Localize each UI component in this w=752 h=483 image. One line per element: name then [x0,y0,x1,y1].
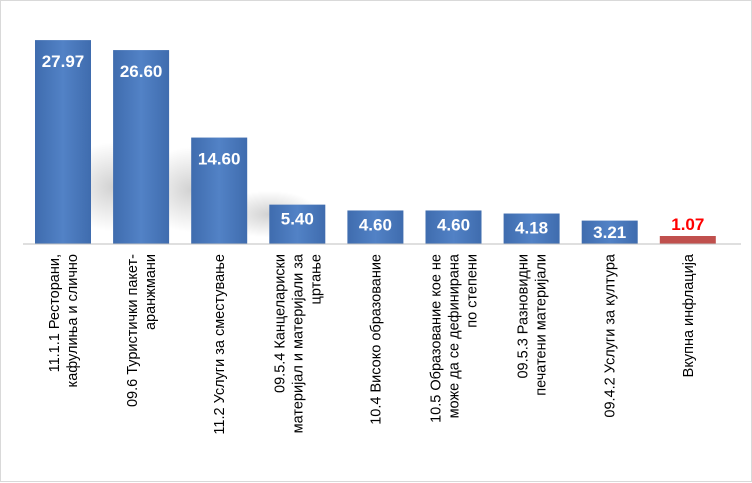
category-label-line: кафулиња и слично [65,254,81,387]
bar [269,204,326,244]
bar [659,236,716,244]
category-label-line: 10.5 Образование кое не [429,254,445,423]
bar-value-label: 4.18 [515,219,548,238]
value-labels: 27.97 26.60 14.60 5.40 4.60 4.60 4.18 3.21 1.07 [42,52,705,242]
bar [35,40,91,245]
category-label-line: Вкупна инфлација [681,253,697,377]
category-label-line: може да се дефинирана [447,253,463,418]
category-label-line: 11.2 Услуги за сместување [212,254,228,435]
bar-value-label: 14.60 [198,150,241,169]
category-label-line: цртање [308,254,324,304]
category-label-line: 11.1.1 Ресторани, [47,254,63,372]
category-label-line: аранжмани [143,254,159,330]
bars [35,40,716,245]
category-label: 11.1.1 Ресторани, кафулиња и слично [47,254,81,387]
category-label-line: 09.6 Туристички пакет- [125,254,141,407]
category-label: 10.4 Високо образование [368,254,384,425]
bar [191,137,248,244]
category-label-line: 09.5.3 Разновидни [516,254,532,379]
category-label-line: 09.5.4 Канцелариски [272,254,288,393]
category-label-line: 10.4 Високо образование [368,254,384,425]
category-label: 11.2 Услуги за сместување [212,254,228,435]
category-label: 09.5.3 Разновидни печатени материјали [516,254,550,396]
bar-value-label: 26.60 [120,62,163,81]
bar-value-label: 1.07 [671,215,704,234]
bar-value-label: 4.60 [359,215,392,234]
category-label: 09.6 Туристички пакет-аранжмани [125,254,159,407]
bar-value-label: 4.60 [437,215,470,234]
category-label: 09.4.2 Услуги за култура [603,253,619,418]
bar [425,210,482,244]
bar [581,220,638,244]
category-label-line: материјал и материјали за [290,253,306,433]
category-label: Вкупна инфлација [681,253,697,377]
bar-value-label: 5.40 [281,210,314,229]
category-label: 09.5.4 Канцелариски материјал и материјал… [272,253,324,433]
bar [503,213,560,244]
category-labels: 11.1.1 Ресторани, кафулиња и слично 09.6 Т… [47,253,697,435]
category-label-line: печатени материјали [534,254,550,396]
bar [113,50,170,244]
bar-value-label: 3.21 [593,223,626,242]
category-label: 10.5 Образование кое не може да се дефини… [429,253,481,423]
category-label-line: по степени [465,254,481,328]
bar [347,210,404,244]
bar-value-label: 27.97 [42,52,85,71]
category-label-line: 09.4.2 Услуги за култура [603,253,619,418]
